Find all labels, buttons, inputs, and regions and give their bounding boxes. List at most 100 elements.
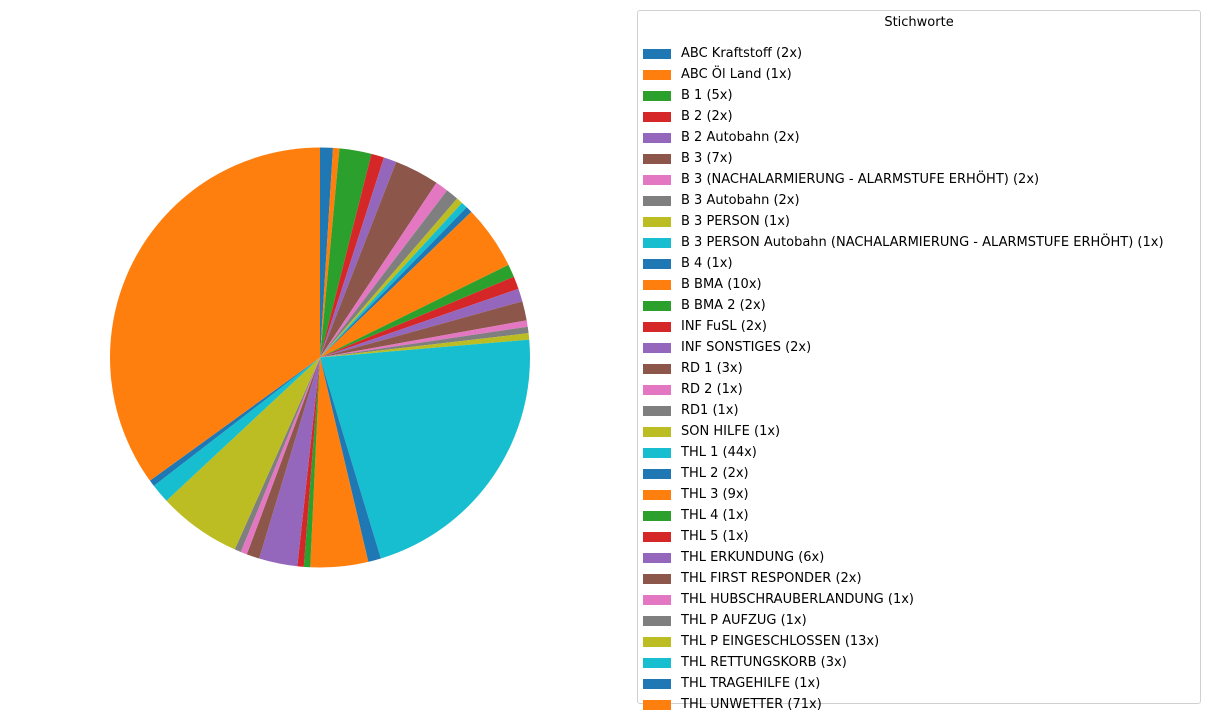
legend-swatch bbox=[643, 237, 671, 248]
legend-swatch bbox=[643, 573, 671, 584]
legend-item: RD 1 (3x) bbox=[643, 358, 1164, 379]
pie-slice bbox=[310, 357, 369, 568]
pie-slice bbox=[320, 207, 472, 358]
legend-item: THL P EINGESCHLOSSEN (13x) bbox=[643, 631, 1164, 652]
legend-label: THL RETTUNGSKORB (3x) bbox=[681, 655, 847, 670]
pie-slice bbox=[259, 357, 320, 567]
legend-item: B 3 PERSON Autobahn (NACHALARMIERUNG - A… bbox=[643, 232, 1164, 253]
pie-slice bbox=[320, 147, 340, 358]
pie-slice bbox=[246, 357, 320, 559]
legend-label: B 3 (7x) bbox=[681, 151, 733, 166]
legend-swatch bbox=[643, 447, 671, 458]
legend-swatch bbox=[643, 405, 671, 416]
legend-swatch bbox=[643, 594, 671, 605]
legend-label: B 2 (2x) bbox=[681, 109, 733, 124]
legend-label: INF FuSL (2x) bbox=[681, 319, 767, 334]
legend-label: THL HUBSCHRAUBERLANDUNG (1x) bbox=[681, 592, 914, 607]
legend-label: B 2 Autobahn (2x) bbox=[681, 130, 800, 145]
legend-items: ABC Kraftstoff (2x) ABC Öl Land (1x) B 1 (… bbox=[643, 43, 1164, 715]
legend-item: B BMA 2 (2x) bbox=[643, 295, 1164, 316]
legend-item: B 3 PERSON (1x) bbox=[643, 211, 1164, 232]
legend-label: THL P AUFZUG (1x) bbox=[681, 613, 807, 628]
pie-slice bbox=[320, 301, 527, 358]
pie-slice bbox=[320, 148, 372, 358]
pie-slice bbox=[110, 147, 321, 481]
legend-item: SON HILFE (1x) bbox=[643, 421, 1164, 442]
pie-slice bbox=[320, 190, 458, 358]
legend-swatch bbox=[643, 657, 671, 668]
legend-item: THL 1 (44x) bbox=[643, 442, 1164, 463]
legend-swatch bbox=[643, 678, 671, 689]
legend-item: ABC Kraftstoff (2x) bbox=[643, 43, 1164, 64]
legend-item: B 2 (2x) bbox=[643, 106, 1164, 127]
pie-slice bbox=[234, 357, 320, 552]
legend-label: RD 1 (3x) bbox=[681, 361, 743, 376]
legend-label: THL P EINGESCHLOSSEN (13x) bbox=[681, 634, 880, 649]
legend-label: THL 3 (9x) bbox=[681, 487, 749, 502]
legend-label: THL 4 (1x) bbox=[681, 508, 749, 523]
legend-item: B BMA (10x) bbox=[643, 274, 1164, 295]
legend-item: THL 4 (1x) bbox=[643, 505, 1164, 526]
legend-item: RD1 (1x) bbox=[643, 400, 1164, 421]
legend-swatch bbox=[643, 300, 671, 311]
pie-slice bbox=[320, 182, 448, 358]
pie-slice bbox=[320, 211, 509, 358]
legend-item: THL 2 (2x) bbox=[643, 463, 1164, 484]
legend-swatch bbox=[643, 111, 671, 122]
pie-slice bbox=[149, 357, 320, 486]
legend-label: THL FIRST RESPONDER (2x) bbox=[681, 571, 862, 586]
legend-swatch bbox=[643, 468, 671, 479]
legend-item: THL UNWETTER (71x) bbox=[643, 694, 1164, 715]
legend-swatch bbox=[643, 510, 671, 521]
legend-item: THL P AUFZUG (1x) bbox=[643, 610, 1164, 631]
legend-item: THL 3 (9x) bbox=[643, 484, 1164, 505]
legend-swatch bbox=[643, 48, 671, 59]
legend-item: THL FIRST RESPONDER (2x) bbox=[643, 568, 1164, 589]
legend-label: THL 2 (2x) bbox=[681, 466, 749, 481]
pie-slice bbox=[320, 157, 397, 358]
legend-swatch bbox=[643, 489, 671, 500]
legend-item: B 2 Autobahn (2x) bbox=[643, 127, 1164, 148]
legend-item: INF SONSTIGES (2x) bbox=[643, 337, 1164, 358]
legend-swatch bbox=[643, 174, 671, 185]
legend-label: THL 5 (1x) bbox=[681, 529, 749, 544]
legend-item: THL HUBSCHRAUBERLANDUNG (1x) bbox=[643, 589, 1164, 610]
legend-swatch bbox=[643, 384, 671, 395]
legend-swatch bbox=[643, 636, 671, 647]
legend-swatch bbox=[643, 552, 671, 563]
legend-label: B 4 (1x) bbox=[681, 256, 733, 271]
legend-item: B 4 (1x) bbox=[643, 253, 1164, 274]
legend-item: RD 2 (1x) bbox=[643, 379, 1164, 400]
legend-swatch bbox=[643, 531, 671, 542]
legend-label: THL 1 (44x) bbox=[681, 445, 757, 460]
legend-item: THL ERKUNDUNG (6x) bbox=[643, 547, 1164, 568]
pie-slice bbox=[297, 357, 320, 567]
legend-item: THL TRAGEHILFE (1x) bbox=[643, 673, 1164, 694]
pie-slice bbox=[303, 357, 320, 568]
pie-slice bbox=[153, 357, 320, 501]
legend-label: THL UNWETTER (71x) bbox=[681, 697, 822, 712]
legend-label: THL ERKUNDUNG (6x) bbox=[681, 550, 825, 565]
legend-item: THL RETTUNGSKORB (3x) bbox=[643, 652, 1164, 673]
legend-item: B 1 (5x) bbox=[643, 85, 1164, 106]
pie-slice bbox=[320, 147, 333, 358]
legend-swatch bbox=[643, 216, 671, 227]
legend-label: B 3 Autobahn (2x) bbox=[681, 193, 800, 208]
legend-item: ABC Öl Land (1x) bbox=[643, 64, 1164, 85]
legend: Stichworte ABC Kraftstoff (2x) ABC Öl Lan… bbox=[637, 10, 1201, 712]
pie-slice bbox=[240, 357, 320, 555]
pie-slice bbox=[320, 333, 530, 358]
legend-label: B 3 PERSON Autobahn (NACHALARMIERUNG - A… bbox=[681, 235, 1164, 250]
legend-label: RD1 (1x) bbox=[681, 403, 739, 418]
legend-item: THL 5 (1x) bbox=[643, 526, 1164, 547]
legend-label: B 3 (NACHALARMIERUNG - ALARMSTUFE ERHÖHT… bbox=[681, 172, 1040, 187]
legend-label: ABC Kraftstoff (2x) bbox=[681, 46, 803, 61]
legend-swatch bbox=[643, 342, 671, 353]
pie-slice bbox=[320, 339, 531, 559]
pie-slice bbox=[320, 153, 384, 358]
pie-slice bbox=[320, 357, 381, 562]
legend-swatch bbox=[643, 699, 671, 710]
legend-label: B BMA 2 (2x) bbox=[681, 298, 766, 313]
legend-swatch bbox=[643, 363, 671, 374]
pie-slice bbox=[320, 288, 523, 358]
